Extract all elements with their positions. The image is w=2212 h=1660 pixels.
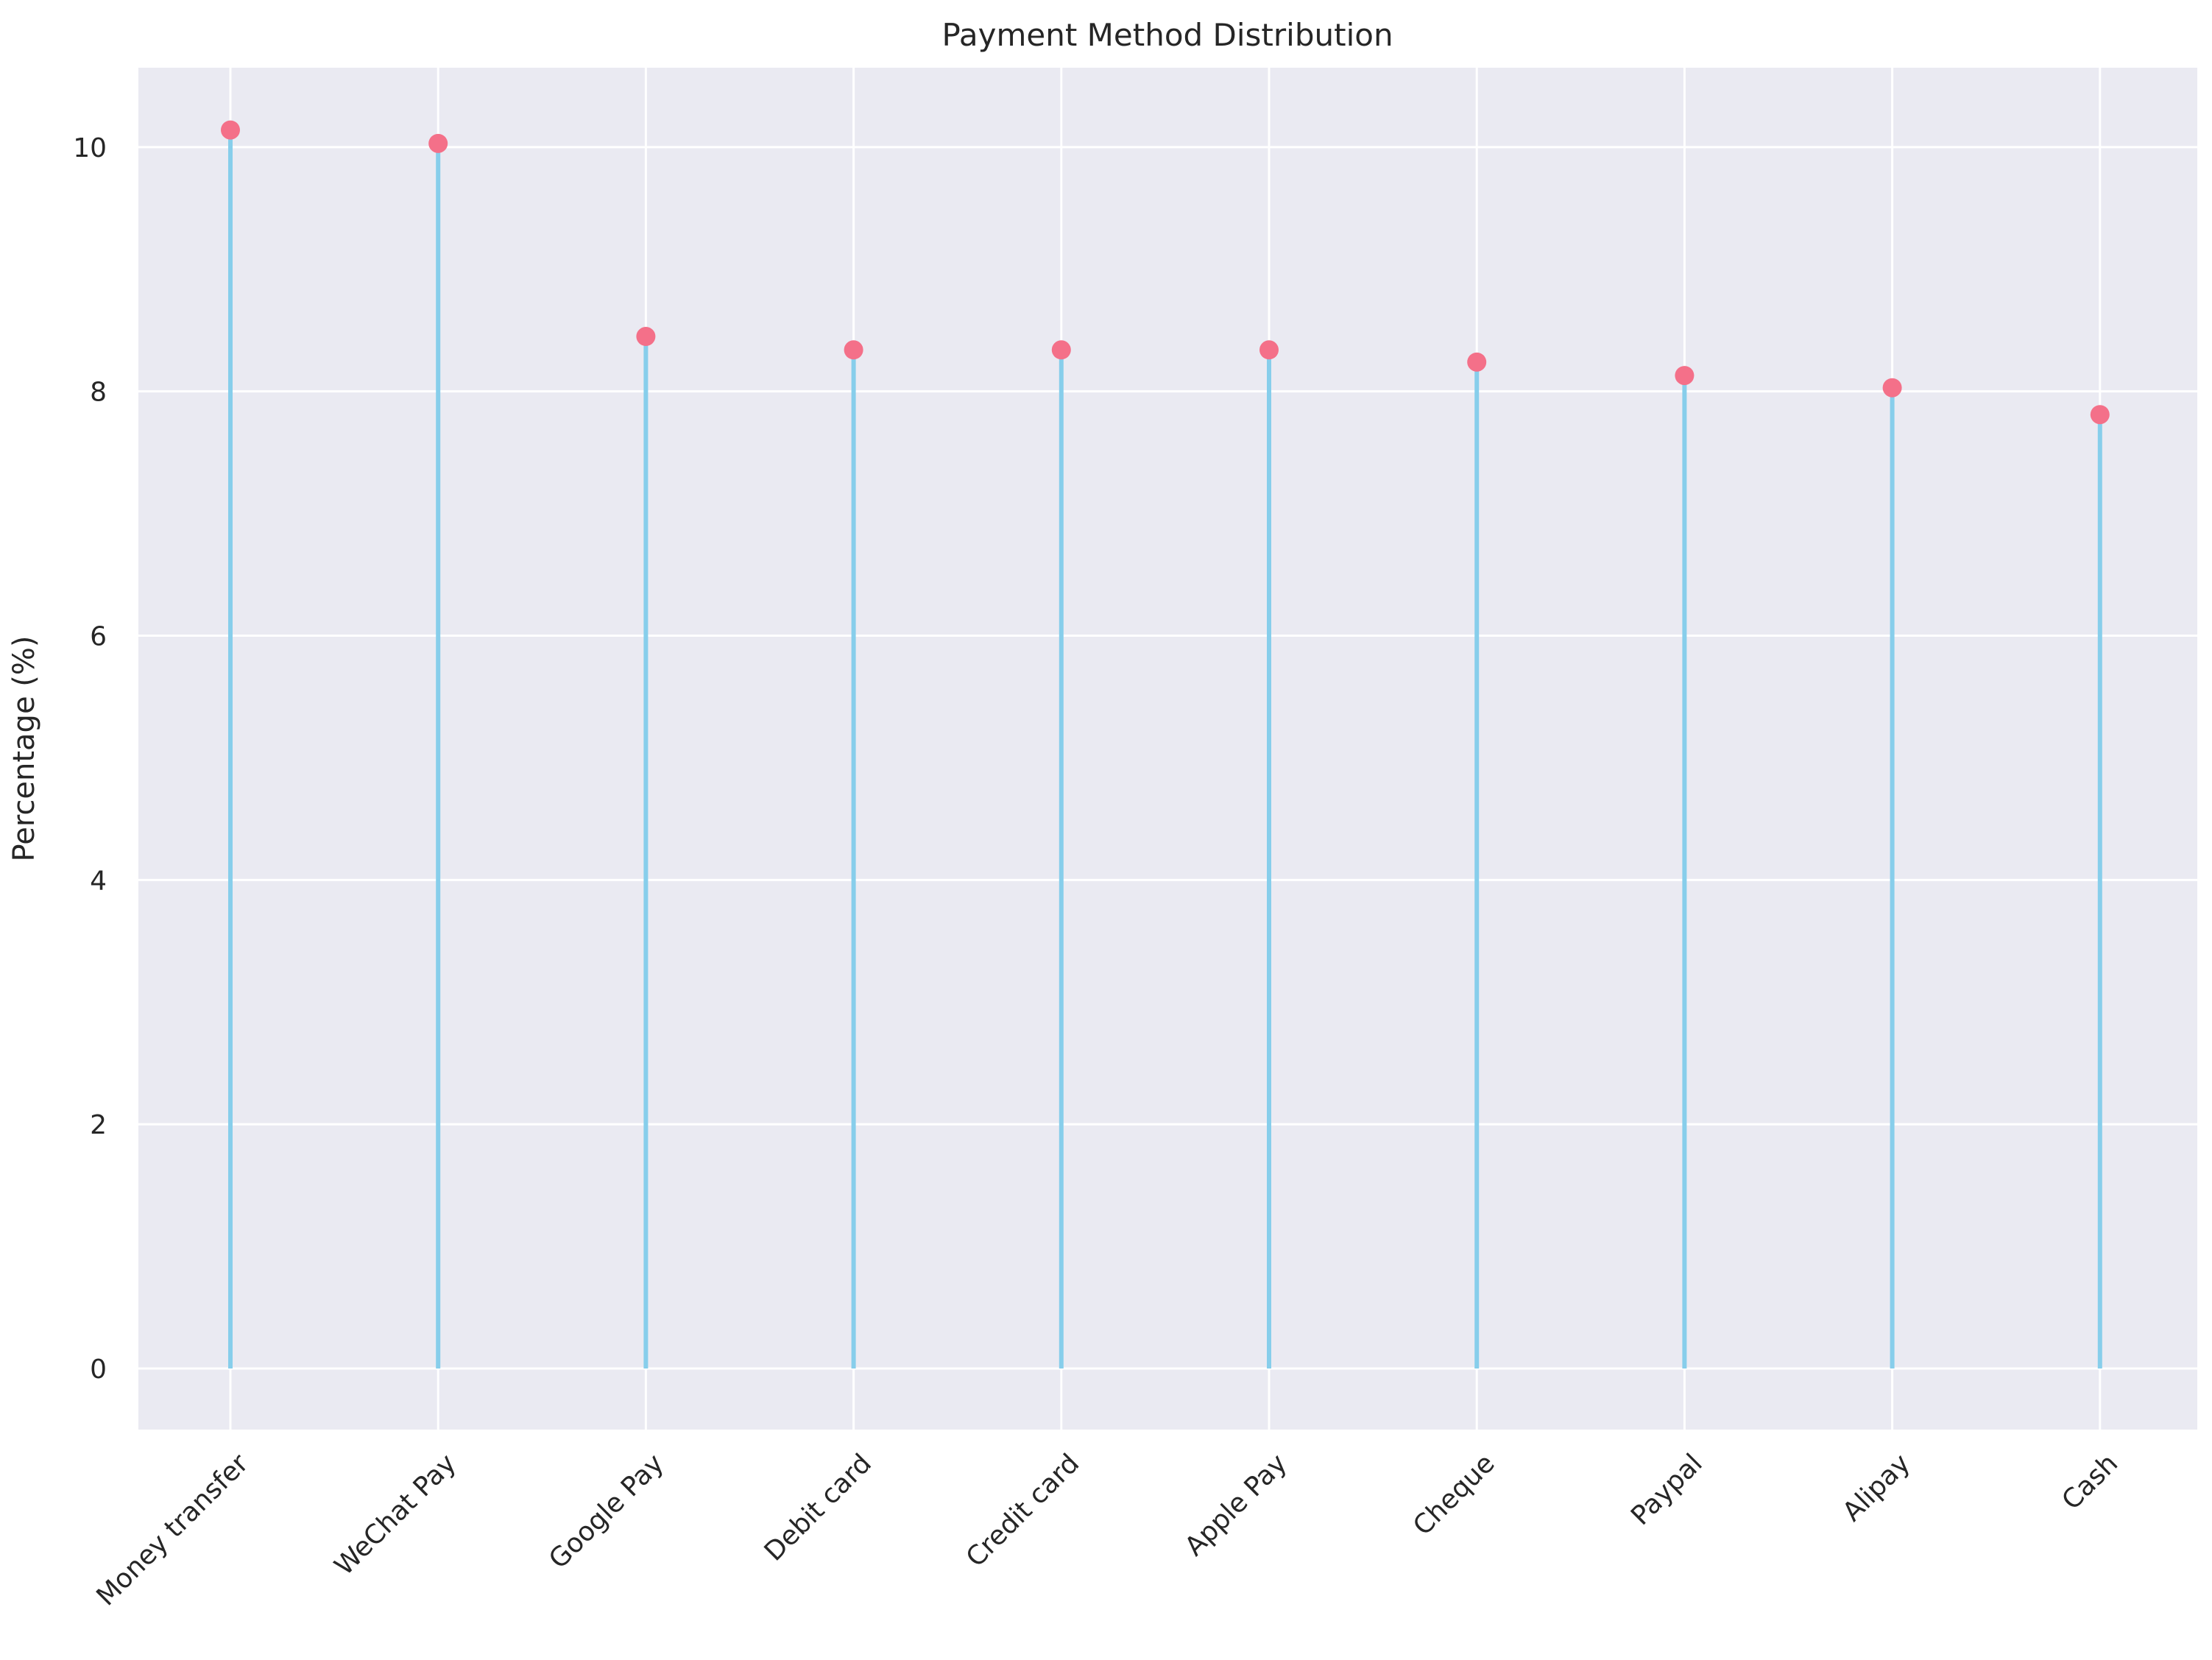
y-tick-label-3: 6 <box>90 622 107 652</box>
y-tick-label-4: 8 <box>90 378 107 408</box>
marker-1 <box>428 133 448 153</box>
y-tick-label-1: 2 <box>90 1110 107 1140</box>
x-tick-label-6: Cheque <box>1407 1448 1501 1541</box>
x-tick-label-0: Money transfer <box>91 1448 254 1611</box>
marker-8 <box>1882 378 1902 398</box>
x-tick-label-7: Paypal <box>1625 1448 1709 1531</box>
x-tick-label-3: Debit card <box>759 1448 877 1567</box>
x-tick-labels: Money transfer WeChat Pay Google Pay Debit … <box>91 1448 2124 1611</box>
y-tick-label-5: 10 <box>73 133 107 163</box>
marker-7 <box>1675 366 1695 386</box>
markers <box>221 120 2110 425</box>
plot-background <box>138 68 2197 1430</box>
stems <box>228 130 2102 1369</box>
marker-0 <box>221 120 240 140</box>
x-tick-label-5: Apple Pay <box>1179 1448 1293 1561</box>
marker-5 <box>1259 340 1279 360</box>
x-tick-label-1: WeChat Pay <box>329 1448 462 1581</box>
marker-4 <box>1051 340 1071 360</box>
y-axis-title: Percentage (%) <box>7 636 41 862</box>
x-tick-label-2: Google Pay <box>543 1448 670 1575</box>
marker-3 <box>844 340 863 360</box>
marker-9 <box>2090 405 2110 425</box>
y-tick-labels: 0 2 4 6 8 10 <box>73 133 107 1385</box>
x-tick-label-9: Cash <box>2056 1448 2124 1516</box>
chart-title: Payment Method Distribution <box>941 17 1393 53</box>
x-tick-label-8: Alipay <box>1837 1448 1916 1527</box>
x-tick-label-4: Credit card <box>961 1448 1085 1572</box>
y-tick-label-0: 0 <box>90 1355 107 1385</box>
marker-6 <box>1467 352 1487 372</box>
marker-2 <box>636 327 656 347</box>
y-tick-label-2: 4 <box>90 866 107 896</box>
